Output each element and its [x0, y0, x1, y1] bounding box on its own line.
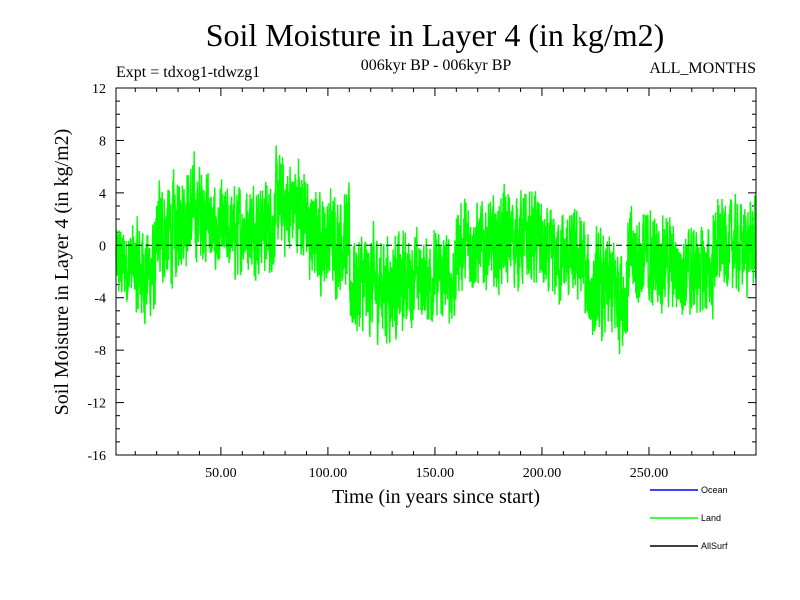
tick-labels: -16 -12 -8 -4 0 4 8 12 50.00 100.00 150.00 200.00 25…: [87, 82, 668, 481]
x-axis-label: Time (in years since start): [332, 486, 540, 508]
legend-land-label: Land: [701, 513, 721, 523]
plot-frame: [115, 87, 757, 456]
y-tick-label: -4: [94, 292, 106, 307]
legend-allsurf-label: AllSurf: [701, 541, 728, 551]
x-tick-label: 250.00: [630, 466, 669, 481]
y-tick-label: 8: [99, 134, 106, 149]
chart-subtitle-left: Expt = tdxog1-tdwzg1: [116, 64, 260, 81]
y-tick-label: 4: [99, 187, 106, 202]
x-tick-label: 200.00: [523, 466, 562, 481]
y-tick-label: -16: [87, 449, 106, 464]
y-tick-label: 0: [99, 239, 106, 254]
legend: Ocean Land AllSurf: [650, 485, 728, 551]
land-series-line: [115, 145, 757, 355]
legend-ocean-label: Ocean: [701, 485, 728, 495]
chart-subtitle-right: ALL_MONTHS: [649, 60, 756, 77]
y-tick-label: -12: [87, 397, 106, 412]
x-tick-label: 100.00: [309, 466, 348, 481]
chart-subtitle-center: 006kyr BP - 006kyr BP: [361, 57, 512, 74]
y-tick-label: -8: [94, 344, 106, 359]
y-axis-label: Soil Moisture in Layer 4 (in kg/m2): [51, 129, 73, 416]
chart-title: Soil Moisture in Layer 4 (in kg/m2): [206, 17, 665, 53]
y-tick-label: 12: [92, 82, 106, 97]
series-land: [115, 145, 757, 355]
x-tick-label: 50.00: [205, 466, 237, 481]
x-tick-label: 150.00: [416, 466, 455, 481]
